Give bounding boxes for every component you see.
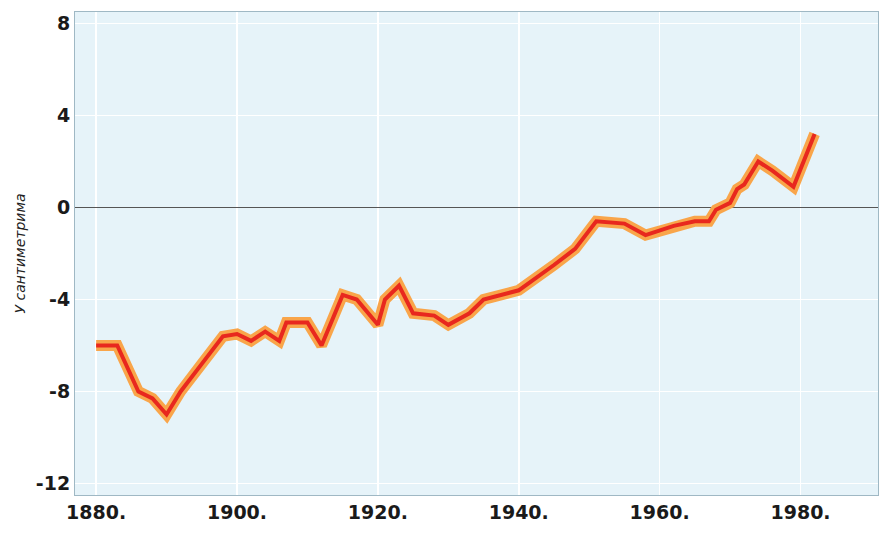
svg-text:4: 4 — [57, 104, 70, 126]
svg-text:-12: -12 — [36, 472, 70, 494]
svg-text:1980.: 1980. — [770, 501, 830, 523]
svg-text:0: 0 — [57, 196, 70, 218]
svg-text:-8: -8 — [49, 380, 70, 402]
svg-text:-4: -4 — [49, 288, 70, 310]
svg-text:У сантиметрима: У сантиметрима — [12, 193, 28, 313]
svg-text:1960.: 1960. — [630, 501, 690, 523]
svg-text:1920.: 1920. — [348, 501, 408, 523]
svg-text:8: 8 — [57, 12, 70, 34]
svg-text:1940.: 1940. — [489, 501, 549, 523]
svg-text:1880.: 1880. — [66, 501, 126, 523]
svg-text:1900.: 1900. — [207, 501, 267, 523]
